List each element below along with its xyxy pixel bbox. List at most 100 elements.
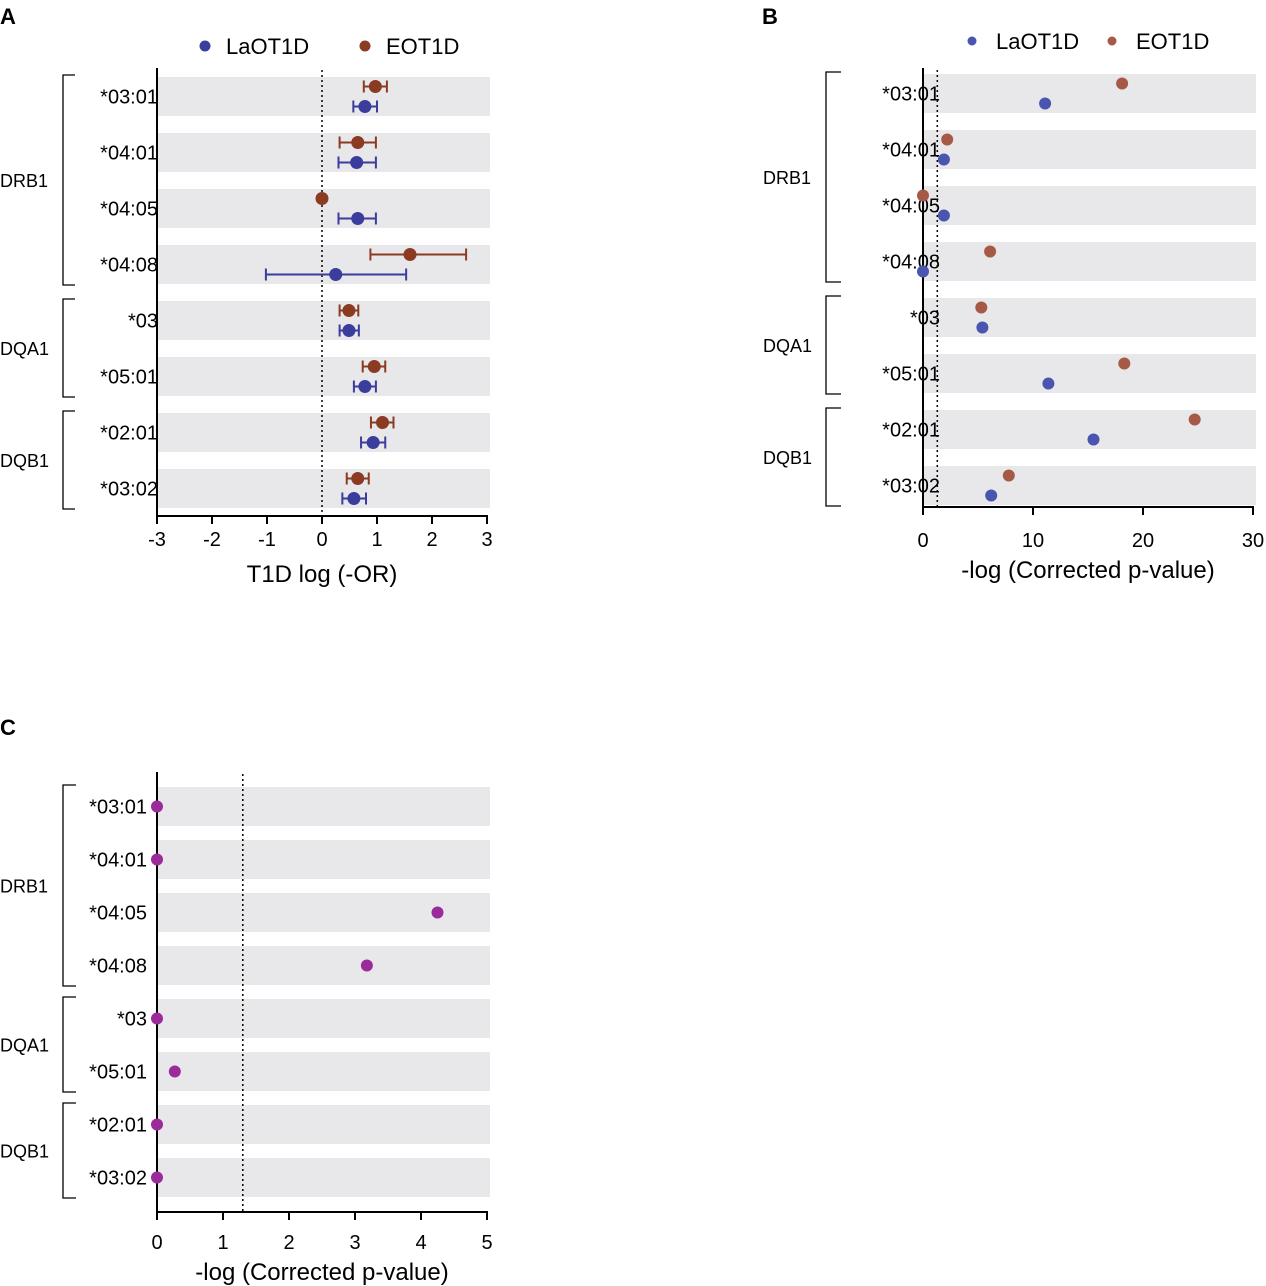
panel-c-category-label: *04:01 [89, 850, 147, 872]
panel-b-x-tick-label: 10 [1022, 530, 1044, 552]
panel-b-group-bracket [825, 71, 841, 283]
panel-b-letter: B [762, 4, 778, 29]
panel-a-legend-marker [199, 40, 211, 52]
panel-a-x-axis-title: T1D log (-OR) [247, 561, 398, 588]
panel-a-point-eot1d [342, 304, 356, 317]
panel-a-group-bracket [62, 298, 75, 398]
panel-a-point-eot1d [368, 80, 382, 93]
panel-b-group-bracket [825, 407, 841, 507]
panel-a-group-label: DQB1 [0, 451, 49, 471]
panel-c: C 0 1 2 3 4 5 -log (Corrected p-value) *03:01 *04… [0, 715, 493, 1286]
panel-b-x-tick-label: 0 [917, 530, 928, 552]
panel-b-group-label: DQB1 [763, 448, 812, 468]
panel-b-row-band [923, 74, 1256, 113]
panel-a-x-tick-label: -2 [203, 529, 221, 551]
panel-a: A -3 -2 -1 0 1 2 3 T1D log (-OR) *03:01 *04:01 *04:… [0, 4, 493, 588]
panel-a-point-eot1d [376, 416, 389, 429]
panel-b-legend-marker [967, 36, 977, 46]
panel-a-x-tick-label: 1 [371, 529, 382, 551]
panel-c-row-band [157, 1158, 490, 1197]
panel-a-group-label: DQA1 [0, 339, 49, 359]
panel-b-category-label: *03 [910, 308, 940, 330]
panel-b-legend-label: EOT1D [1136, 29, 1209, 54]
panel-a-point-laot1d [350, 156, 364, 169]
panel-a-point-laot1d [366, 436, 380, 449]
panel-c-point-value [151, 800, 163, 813]
panel-a-row-band [157, 301, 490, 340]
panel-b-point-eot1d [917, 189, 929, 202]
panel-a-point-laot1d [351, 212, 365, 225]
panel-c-row-band [157, 840, 490, 879]
panel-a-category-label: *02:01 [100, 423, 158, 445]
panel-c-category-label: *02:01 [89, 1115, 147, 1137]
panel-a-point-eot1d [403, 248, 417, 261]
panel-a-point-laot1d [347, 492, 361, 505]
panel-b-row-band [923, 354, 1256, 393]
panel-c-x-tick-label: 0 [151, 1232, 162, 1254]
panel-b-point-laot1d [1087, 433, 1100, 446]
panel-a-category-label: *03:02 [100, 479, 158, 501]
panel-a-x-tick-label: 0 [316, 529, 327, 551]
panel-c-x-tick-label: 1 [217, 1232, 228, 1254]
panel-a-point-eot1d [351, 472, 365, 485]
panel-b-category-label: *02:01 [882, 420, 940, 442]
panel-b-group-label: DQA1 [763, 336, 812, 356]
panel-c-category-label: *05:01 [89, 1062, 147, 1084]
panel-a-point-eot1d [367, 360, 381, 373]
panel-c-group-label: DRB1 [0, 877, 48, 897]
panel-c-category-label: *03:01 [89, 797, 147, 819]
panel-b-point-laot1d [976, 321, 989, 334]
panel-a-legend-marker [359, 40, 371, 52]
panel-c-x-tick-label: 2 [283, 1232, 294, 1254]
panel-b-point-laot1d [1042, 377, 1055, 390]
panel-b-point-eot1d [975, 301, 988, 314]
panel-a-category-label: *04:08 [100, 255, 158, 277]
panel-b-point-eot1d [1002, 469, 1015, 482]
panel-a-group-bracket [62, 74, 75, 286]
panel-b-point-laot1d [1039, 97, 1052, 110]
panel-b-row-band [923, 242, 1256, 281]
panel-a-group-label: DRB1 [0, 171, 48, 191]
panel-a-category-label: *05:01 [100, 367, 158, 389]
panel-b-x-tick-label: 30 [1242, 530, 1264, 552]
panel-a-letter: A [0, 4, 16, 29]
panel-c-point-value [151, 1118, 163, 1131]
panel-a-x-tick-label: -1 [258, 529, 276, 551]
panel-b-row-band [923, 130, 1256, 169]
panel-b-group-label: DRB1 [763, 168, 811, 188]
panel-c-group-bracket [62, 1102, 76, 1199]
panel-c-category-label: *04:05 [89, 903, 147, 925]
panel-b-point-laot1d [937, 153, 950, 166]
panel-c-group-label: DQB1 [0, 1142, 49, 1162]
panel-b-point-eot1d [941, 133, 954, 146]
panel-a-row-band [157, 469, 490, 508]
panel-b-point-laot1d [917, 265, 929, 278]
panel-c-point-value [151, 1012, 163, 1025]
panel-b-category-label: *04:01 [882, 140, 940, 162]
panel-a-point-laot1d [342, 324, 356, 337]
panel-a-point-laot1d [329, 268, 343, 281]
panel-b-point-eot1d [1116, 77, 1129, 90]
panel-b: B 0 10 20 30 -log (Corrected p-value) *03:01 *0… [762, 4, 1264, 584]
panel-a-legend-label: EOT1D [386, 34, 459, 59]
panel-a-point-laot1d [358, 380, 372, 393]
panel-c-point-value [151, 1171, 163, 1184]
panel-b-category-label: *04:08 [882, 252, 940, 274]
panel-c-category-label: *03:02 [89, 1168, 147, 1190]
panel-c-category-label: *04:08 [89, 956, 147, 978]
panel-c-point-value [168, 1065, 181, 1078]
panel-c-row-band [157, 946, 490, 985]
panel-b-x-tick-label: 20 [1132, 530, 1154, 552]
panel-b-row-band [923, 298, 1256, 337]
panel-a-category-label: *03:01 [100, 87, 158, 109]
panel-c-letter: C [0, 715, 16, 740]
panel-a-row-band [157, 133, 490, 172]
panel-a-group-bracket [62, 410, 75, 510]
panel-b-category-label: *04:05 [882, 196, 940, 218]
panel-a-row-band [157, 413, 490, 452]
panel-b-point-eot1d [984, 245, 997, 258]
panel-a-point-eot1d [351, 136, 365, 149]
panel-b-group-bracket [825, 295, 841, 395]
panel-a-x-tick-label: 3 [481, 529, 492, 551]
panel-b-point-laot1d [937, 209, 950, 222]
